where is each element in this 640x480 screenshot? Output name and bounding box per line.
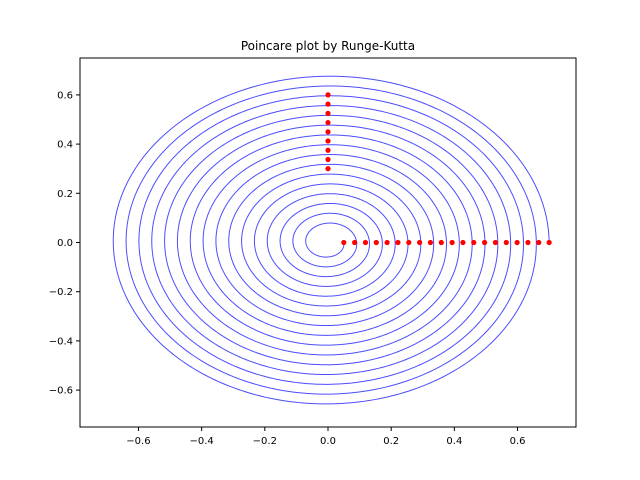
red-point-horizontal: [492, 239, 499, 246]
red-point-horizontal: [536, 239, 542, 246]
y-tick-label: 0.2: [57, 189, 73, 200]
red-point-horizontal: [514, 239, 520, 246]
x-tick-label: −0.4: [189, 436, 213, 447]
chart-title: Poincare plot by Runge-Kutta: [241, 39, 415, 53]
plot-area: [112, 75, 552, 405]
x-tick-label: −0.2: [253, 436, 277, 447]
x-tick-label: 0.2: [383, 436, 399, 447]
red-point-horizontal: [395, 239, 401, 246]
red-point-horizontal: [373, 239, 379, 246]
y-tick-label: 0.0: [57, 238, 73, 249]
red-point-horizontal: [352, 239, 358, 246]
y-tick-label: −0.2: [49, 287, 73, 298]
y-tick-label: −0.4: [49, 336, 73, 347]
x-tick-label: 0.4: [446, 436, 462, 447]
y-axis: −0.6 −0.4 −0.2 0.0 0.2 0.4 0.6: [49, 90, 80, 397]
y-tick-label: −0.6: [49, 386, 73, 397]
red-point-horizontal: [427, 239, 434, 246]
y-tick-label: 0.6: [57, 90, 73, 101]
x-axis: −0.6 −0.4 −0.2 0.0 0.2 0.4 0.6: [126, 427, 526, 447]
red-point-horizontal: [384, 239, 390, 246]
red-point-vertical: [325, 147, 331, 153]
x-tick-label: 0.0: [320, 436, 336, 447]
red-point-horizontal: [406, 239, 412, 246]
trajectory-series: [112, 75, 550, 405]
red-point-horizontal: [449, 239, 455, 246]
red-point-horizontal: [546, 239, 552, 246]
red-point-horizontal: [471, 239, 477, 246]
red-point-horizontal: [503, 239, 509, 246]
red-point-horizontal: [482, 239, 488, 246]
red-point-vertical: [325, 129, 331, 135]
red-point-vertical: [325, 110, 331, 116]
red-point-vertical: [325, 101, 331, 107]
red-point-vertical: [325, 166, 331, 172]
red-point-vertical: [325, 119, 331, 126]
red-point-vertical: [325, 156, 331, 163]
red-marker-series: [325, 92, 552, 246]
red-point-horizontal: [525, 239, 531, 246]
red-point-horizontal: [438, 239, 444, 246]
red-point-vertical: [325, 92, 331, 98]
x-tick-label: 0.6: [510, 436, 526, 447]
red-point-horizontal: [460, 239, 466, 246]
red-point-horizontal: [362, 239, 369, 246]
red-point-vertical: [325, 138, 331, 144]
red-point-horizontal: [341, 239, 347, 246]
y-tick-label: 0.4: [57, 140, 73, 151]
red-point-horizontal: [417, 239, 423, 246]
x-tick-label: −0.6: [126, 436, 150, 447]
trajectory-line: [112, 75, 550, 405]
